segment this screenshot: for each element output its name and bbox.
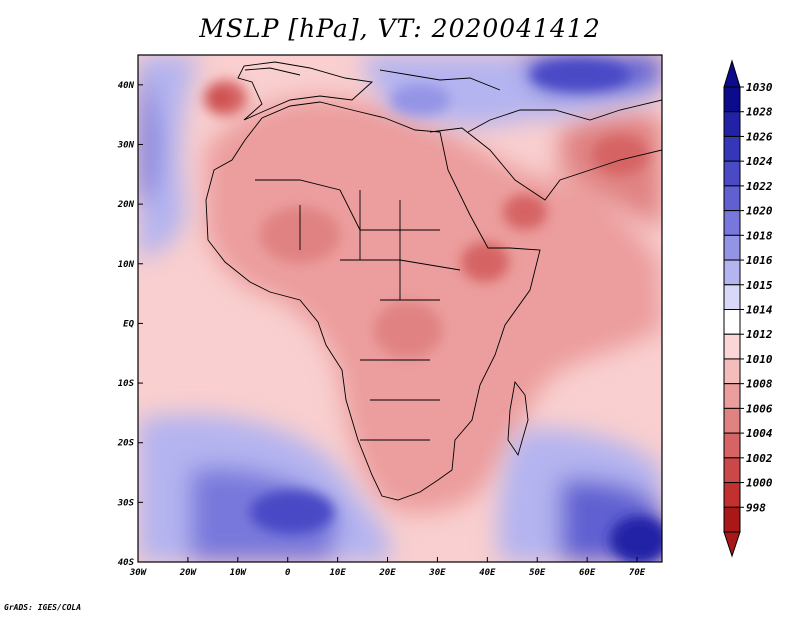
colorbar-label: 1018 <box>746 229 773 242</box>
colorbar-label: 1022 <box>746 180 773 193</box>
colorbar-swatch <box>723 482 741 508</box>
colorbar-swatch <box>723 259 741 286</box>
colorbar-label: 1002 <box>746 452 773 465</box>
colorbar-swatch <box>723 135 741 162</box>
longitude-axis: 30W 20W 10W 0 10E 20E 30E 40E 50E 60E 70E <box>129 557 646 578</box>
colorbar-swatch <box>723 407 741 434</box>
colorbar-swatch <box>723 309 741 335</box>
lat-tick-label: 30S <box>117 498 135 508</box>
coastlines <box>205 61 662 501</box>
colorbar-max-arrow <box>723 59 741 88</box>
colorbar-label: 1012 <box>746 328 773 341</box>
colorbar-swatch <box>723 185 741 212</box>
colorbar-swatch <box>723 432 741 459</box>
colorbar-label: 1008 <box>746 378 773 391</box>
lat-tick-label: 40N <box>118 81 135 91</box>
colorbar-swatch <box>723 383 741 409</box>
colorbar-label: 1030 <box>746 81 773 94</box>
colorbar-label: 1000 <box>746 477 773 490</box>
colorbar-label: 1015 <box>746 279 773 292</box>
lon-tick-label: 60E <box>579 568 596 578</box>
lon-tick-label: 70E <box>629 568 646 578</box>
lon-tick-label: 0 <box>285 568 291 578</box>
colorbar-label: 1028 <box>746 106 773 119</box>
lon-tick-label: 40E <box>479 568 496 578</box>
colorbar: 1030 1028 1026 1024 1022 1020 1018 1016 1015 1014… <box>723 59 773 558</box>
colorbar-swatch <box>723 86 741 113</box>
lat-tick-label: 40S <box>118 558 135 568</box>
colorbar-swatch <box>723 160 741 187</box>
lat-tick-label: 20N <box>117 200 135 210</box>
lat-tick-label: 20S <box>117 439 135 449</box>
colorbar-min-arrow <box>723 531 741 558</box>
lon-tick-label: 30W <box>129 568 148 578</box>
colorbar-label: 1024 <box>746 155 773 168</box>
colorbar-label: 1026 <box>746 130 773 143</box>
lat-tick-label: 10N <box>118 260 135 270</box>
colorbar-label: 1020 <box>746 205 773 218</box>
colorbar-swatch <box>723 234 741 261</box>
colorbar-swatch <box>723 210 741 236</box>
lat-tick-label: 10S <box>118 379 135 389</box>
colorbar-swatch <box>723 506 741 533</box>
lon-tick-label: 10W <box>230 568 248 578</box>
lon-tick-label: 50E <box>529 568 546 578</box>
lat-tick-label: EQ <box>123 319 134 329</box>
colorbar-label: 1016 <box>746 254 773 267</box>
map-title: MSLP [hPa], VT: 2020041412 <box>199 14 601 43</box>
colorbar-label: 1004 <box>746 427 773 440</box>
latitude-axis: 40N 30N 20N 10N EQ 10S 20S 30S 40S <box>117 81 143 568</box>
lon-tick-label: 20W <box>179 568 198 578</box>
colorbar-swatch <box>723 284 741 310</box>
colorbar-label: 1006 <box>746 402 773 415</box>
colorbar-label: 1014 <box>746 304 773 317</box>
pressure-field <box>138 55 662 562</box>
lon-tick-label: 10E <box>329 568 346 578</box>
colorbar-swatch <box>723 457 741 484</box>
colorbar-swatch <box>723 358 741 385</box>
colorbar-swatch <box>723 111 741 137</box>
footer-credit: GrADS: IGES/COLA <box>4 603 82 612</box>
map-frame <box>137 54 663 563</box>
lon-tick-label: 30E <box>428 568 446 578</box>
colorbar-swatch <box>723 333 741 360</box>
lat-tick-label: 30N <box>117 140 135 150</box>
colorbar-label: 1010 <box>746 353 773 366</box>
colorbar-label: 998 <box>746 501 766 514</box>
lon-tick-label: 20E <box>378 568 396 578</box>
